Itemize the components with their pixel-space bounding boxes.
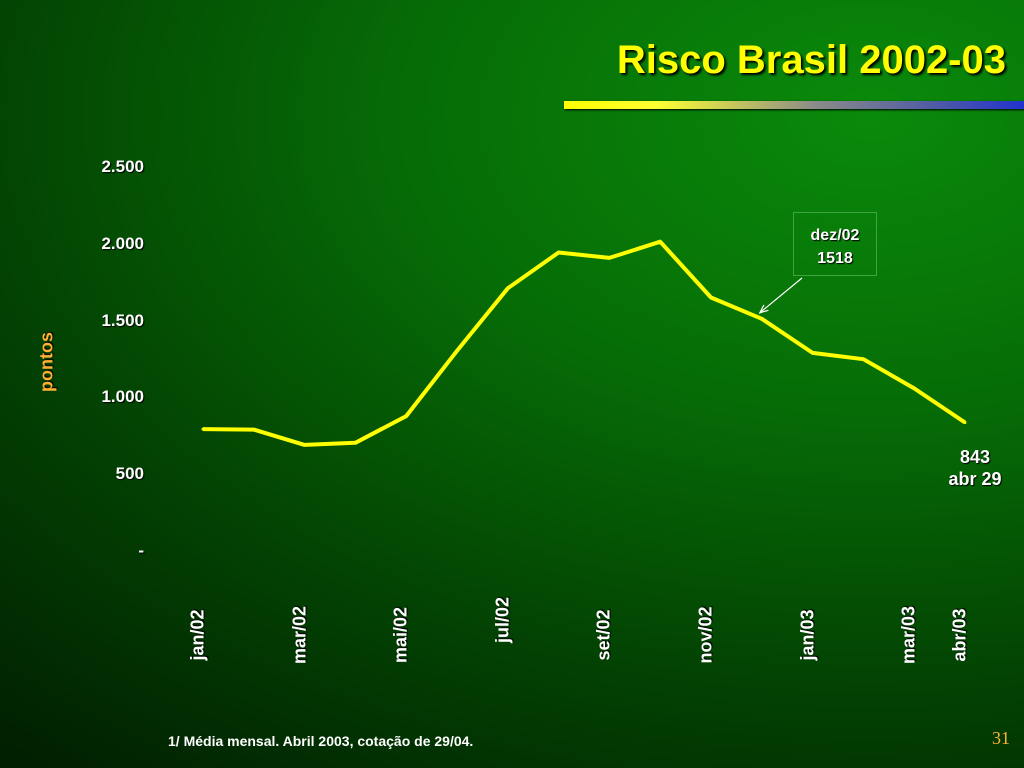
peak-callout: dez/02 1518 bbox=[793, 212, 877, 276]
data-point bbox=[455, 349, 459, 353]
data-point bbox=[252, 428, 256, 432]
data-point bbox=[760, 317, 764, 321]
last-date: abr 29 bbox=[948, 469, 1002, 489]
callout-value: 1518 bbox=[817, 250, 853, 267]
data-point bbox=[404, 414, 408, 418]
data-point bbox=[506, 286, 510, 290]
data-point bbox=[709, 295, 713, 299]
callout-arrow bbox=[759, 277, 803, 314]
data-point bbox=[861, 357, 865, 361]
data-point bbox=[811, 351, 815, 355]
data-point bbox=[658, 240, 662, 244]
data-point bbox=[201, 427, 205, 431]
data-point bbox=[607, 256, 611, 260]
last-value-label: 843 abr 29 bbox=[935, 446, 1015, 490]
footnote: 1/ Média mensal. Abril 2003, cotação de … bbox=[168, 733, 474, 749]
y-tick-label: - bbox=[138, 541, 144, 560]
y-tick-label: 500 bbox=[115, 464, 144, 484]
data-point bbox=[303, 443, 307, 447]
y-tick-label: 2.500 bbox=[101, 157, 144, 176]
callout-arrowhead bbox=[758, 304, 769, 314]
slide-title: Risco Brasil 2002-03 bbox=[616, 38, 1006, 82]
data-point bbox=[963, 421, 967, 425]
y-tick-label: 1.000 bbox=[101, 387, 144, 407]
series-line bbox=[202, 239, 967, 447]
title-underline bbox=[564, 101, 1024, 109]
data-point bbox=[353, 441, 357, 445]
y-tick-label: 2.000 bbox=[101, 233, 144, 253]
callout-month: dez/02 bbox=[810, 227, 860, 244]
data-point bbox=[557, 250, 561, 254]
data-point bbox=[912, 386, 916, 390]
y-tick-label: 1.500 bbox=[101, 310, 144, 330]
page-number: 31 bbox=[992, 728, 1010, 748]
last-value: 843 bbox=[959, 447, 991, 467]
